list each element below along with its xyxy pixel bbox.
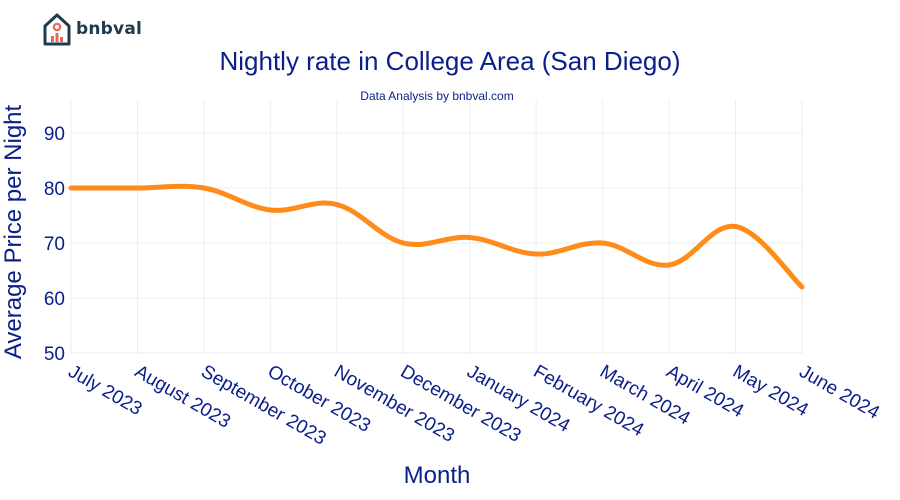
x-tick-label: July 2023 <box>65 361 146 420</box>
x-tick-label: June 2024 <box>796 361 884 424</box>
y-tick-label: 90 <box>44 124 65 145</box>
x-axis-title: Month <box>404 462 471 489</box>
x-tick-label: February 2024 <box>530 361 648 441</box>
house-chart-icon <box>43 13 71 46</box>
brand-logo: bnbval <box>42 12 142 46</box>
y-axis-ticks: 50 60 70 80 90 <box>44 124 65 365</box>
brand-name: bnbval <box>76 19 143 39</box>
y-tick-label: 70 <box>44 234 65 255</box>
y-tick-label: 60 <box>44 289 65 310</box>
y-axis-title: Average Price per Night <box>0 104 27 359</box>
y-tick-label: 80 <box>44 179 65 200</box>
series-line <box>68 183 805 290</box>
grid-lines <box>70 100 803 354</box>
y-tick-label: 50 <box>44 344 65 365</box>
chart-title: Nightly rate in College Area (San Diego) <box>219 46 680 76</box>
chart-subtitle: Data Analysis by bnbval.com <box>360 89 513 103</box>
